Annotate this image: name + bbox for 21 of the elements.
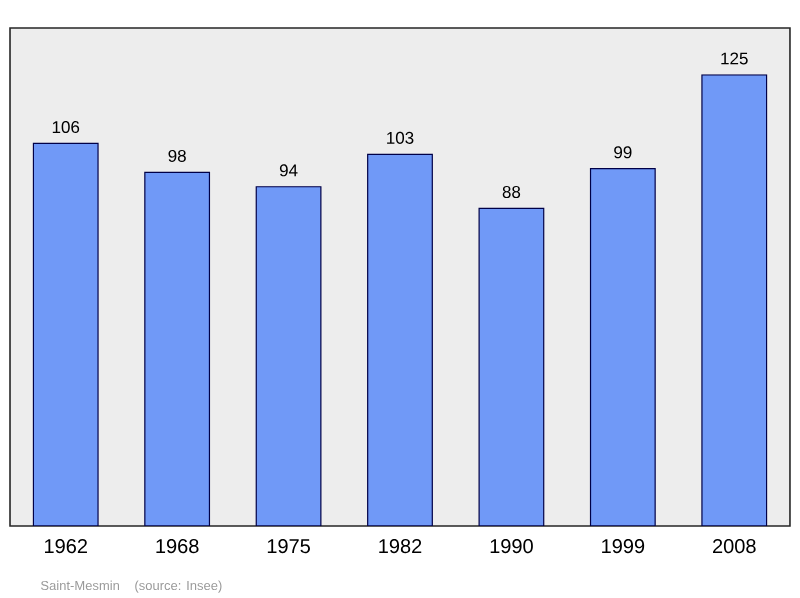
bar — [478, 207, 545, 526]
bar — [589, 168, 656, 526]
bar — [32, 142, 99, 526]
data-label: 88 — [502, 185, 521, 199]
x-tick-label: 1975 — [267, 539, 310, 554]
data-label: 98 — [168, 149, 186, 162]
x-tick-label: 1982 — [379, 539, 422, 554]
x-tick-label: 1990 — [490, 539, 533, 554]
data-label: 99 — [614, 146, 632, 159]
bar — [255, 186, 322, 526]
x-tick-label: 1968 — [156, 539, 199, 554]
x-tick-label: 1999 — [602, 539, 645, 554]
bar — [144, 171, 211, 526]
x-tick-label: 1962 — [45, 539, 87, 554]
bar — [701, 74, 768, 526]
data-label: 106 — [52, 121, 80, 134]
data-label: 94 — [279, 164, 298, 177]
bar — [367, 153, 433, 526]
x-tick-label: 2008 — [713, 539, 756, 554]
data-label: 125 — [721, 52, 748, 65]
data-label: 103 — [387, 131, 414, 144]
